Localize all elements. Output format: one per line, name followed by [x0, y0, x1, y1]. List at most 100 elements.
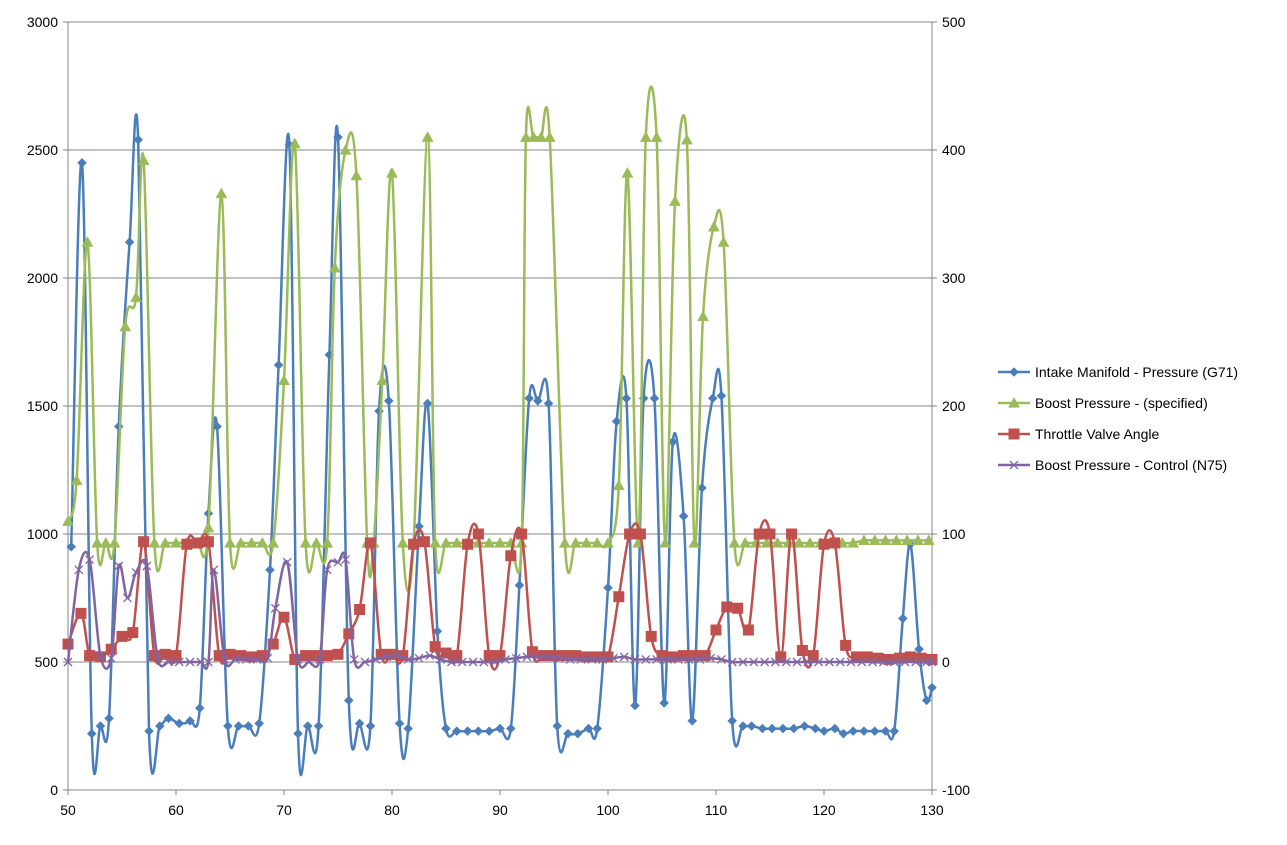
data-point [519, 131, 532, 142]
data-point [630, 700, 640, 711]
data-point [771, 536, 784, 548]
data-point [122, 593, 132, 603]
data-point [922, 534, 935, 546]
data-point [350, 169, 363, 181]
data-point [192, 537, 204, 549]
data-point [159, 536, 172, 548]
data-point [901, 534, 914, 546]
data-point [241, 654, 251, 664]
data-point [770, 657, 780, 667]
data-point-stroke [360, 657, 370, 667]
data-point [422, 398, 433, 409]
data-point [829, 537, 841, 549]
data-point-stroke [544, 652, 554, 662]
data-point [144, 726, 154, 736]
data-point-stroke [706, 653, 716, 663]
data-point [781, 657, 791, 667]
data-point [554, 653, 564, 663]
data-point [818, 538, 830, 550]
data-point [224, 648, 236, 660]
data-point-stroke [74, 565, 84, 575]
data-point [583, 723, 594, 734]
data-point-stroke [770, 657, 780, 667]
data-point [716, 390, 727, 401]
data-point [130, 291, 142, 302]
data-point-stroke [738, 657, 748, 667]
left-axis-tick-label: 2500 [27, 142, 58, 158]
data-point-stroke [106, 653, 116, 663]
data-point [511, 653, 521, 663]
data-point [927, 657, 937, 667]
data-point-stroke [641, 654, 651, 664]
data-point [732, 602, 744, 614]
data-point [328, 261, 341, 273]
data-point [612, 479, 625, 491]
data-point-stroke [565, 654, 575, 664]
data-point [559, 650, 571, 662]
data-point [602, 536, 614, 548]
data-point [278, 611, 290, 623]
data-point-stroke [270, 603, 280, 613]
data-point-stroke [174, 657, 184, 667]
data-point [760, 657, 770, 667]
data-point-stroke [163, 657, 173, 667]
data-point-stroke [662, 654, 672, 664]
data-point [371, 654, 381, 664]
data-point [639, 131, 652, 142]
data-point [472, 528, 484, 540]
data-point-stroke [554, 653, 564, 663]
data-point [421, 131, 434, 142]
data-point [707, 393, 718, 404]
data-point [483, 650, 495, 662]
data-point [365, 721, 376, 731]
x-axis-tick-label: 90 [492, 802, 508, 818]
data-point [220, 654, 230, 664]
data-point [608, 653, 618, 663]
data-point [889, 726, 900, 736]
data-point [527, 131, 540, 142]
data-point [170, 650, 182, 662]
data-point [468, 657, 478, 667]
data-point [174, 718, 185, 729]
data-point [483, 536, 496, 548]
data-point [717, 236, 730, 247]
left-axis-tick-label: 0 [50, 782, 58, 798]
data-point [108, 536, 121, 548]
data-point-stroke [824, 657, 834, 667]
data-point-stroke [293, 654, 303, 664]
data-point [742, 624, 754, 636]
data-point [728, 536, 741, 548]
data-point-stroke [414, 653, 424, 663]
data-point [131, 567, 141, 577]
data-point [245, 536, 258, 548]
data-point [174, 657, 184, 667]
data-point [788, 723, 799, 734]
data-point [535, 131, 547, 142]
data-point [484, 726, 495, 736]
data-point [273, 360, 284, 370]
data-point-stroke [911, 657, 921, 667]
data-point [304, 657, 314, 667]
data-point [450, 536, 463, 548]
data-point [441, 723, 451, 734]
x-axis-tick-label: 70 [276, 802, 292, 818]
data-point [293, 728, 303, 739]
legend-entry-1: Intake Manifold - Pressure (G71) [998, 364, 1238, 380]
data-point-stroke [122, 593, 132, 603]
data-point-stroke [684, 654, 694, 664]
data-point-stroke [781, 657, 791, 667]
data-point [408, 538, 420, 550]
data-point [576, 654, 586, 664]
data-point [246, 651, 258, 663]
data-point [778, 723, 788, 734]
data-point [202, 536, 214, 548]
data-point [695, 654, 705, 664]
data-point [332, 648, 344, 660]
data-point [662, 654, 672, 664]
data-point [716, 654, 726, 664]
data-point [587, 654, 597, 664]
data-point [621, 393, 632, 404]
data-point [418, 536, 430, 548]
data-point [858, 534, 870, 546]
